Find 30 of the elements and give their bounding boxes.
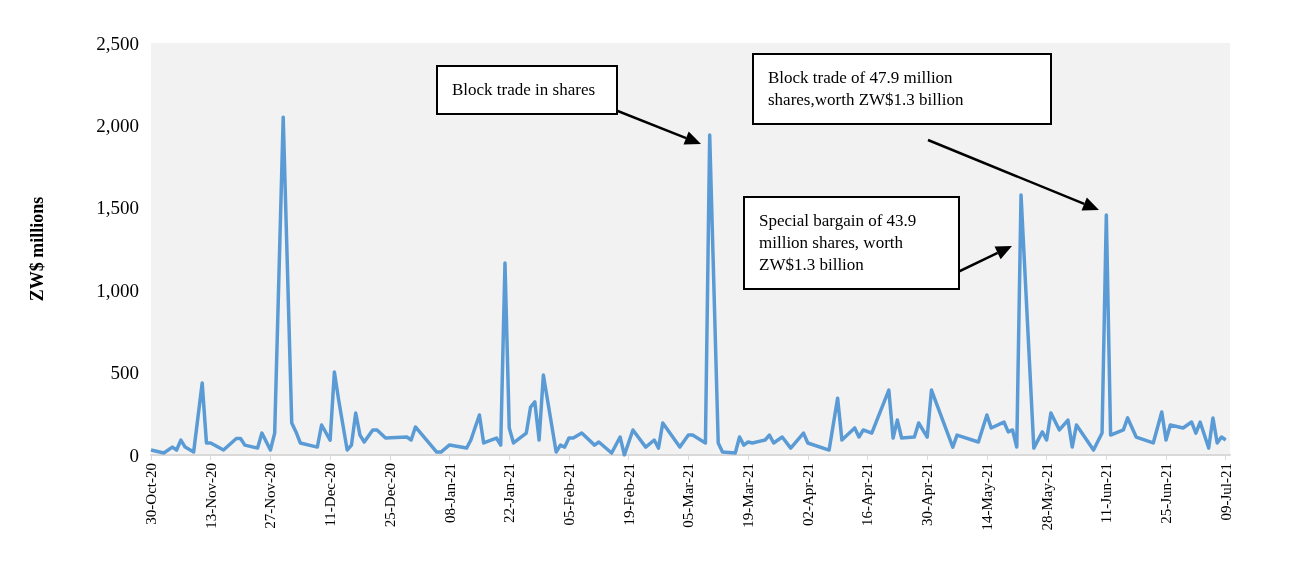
x-tick-label: 19-Mar-21 — [740, 463, 757, 528]
y-tick-label: 500 — [110, 362, 139, 384]
x-tick-label: 13-Nov-20 — [202, 463, 219, 529]
x-tick-label: 22-Jan-21 — [501, 463, 518, 523]
x-tick-label: 02-Apr-21 — [799, 463, 816, 527]
y-tick-label: 0 — [129, 444, 139, 466]
x-tick-label: 28-May-21 — [1038, 463, 1055, 531]
note-box: Block trade of 47.9 million shares,worth ZW$1.3 billion — [752, 53, 1052, 125]
x-tick-label: 08-Jan-21 — [441, 463, 458, 523]
x-tick-label: 09-Jul-21 — [1217, 463, 1234, 521]
x-tick-label: 11-Dec-20 — [322, 463, 339, 527]
x-tick-label: 05-Feb-21 — [560, 463, 577, 526]
y-tick-label: 1,500 — [96, 197, 139, 219]
x-tick-label: 30-Oct-20 — [143, 463, 159, 525]
x-tick-label: 30-Apr-21 — [919, 463, 936, 527]
y-tick-label: 2,500 — [96, 32, 139, 54]
x-tick-label: 14-May-21 — [978, 463, 995, 531]
y-tick-label: 2,000 — [96, 114, 139, 136]
note-box: Special bargain of 43.9 million shares, worth ZW$1.3 billion — [743, 196, 960, 290]
note-box: Block trade in shares — [436, 65, 618, 115]
line-series — [149, 115, 1228, 457]
x-tick-label: 16-Apr-21 — [859, 463, 876, 527]
x-tick-label: 27-Nov-20 — [262, 463, 279, 529]
x-tick-label: 25-Dec-20 — [381, 463, 398, 528]
x-tick-label: 19-Feb-21 — [620, 463, 637, 526]
x-tick-label: 25-Jun-21 — [1158, 463, 1175, 524]
x-tick-label: 11-Jun-21 — [1098, 463, 1115, 524]
x-tick-label: 05-Mar-21 — [680, 463, 697, 528]
y-axis-title: ZW$ millions — [27, 196, 47, 302]
y-tick-label: 1,000 — [96, 279, 139, 301]
